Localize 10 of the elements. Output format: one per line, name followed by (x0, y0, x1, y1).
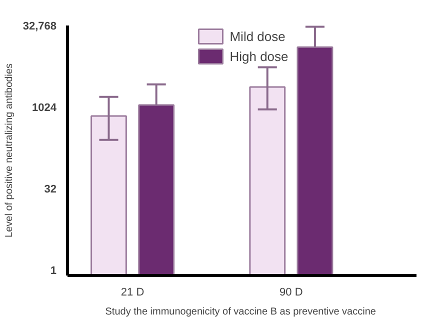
y-tick-label: 32 (44, 184, 57, 196)
legend-label: High dose (230, 48, 288, 64)
legend-label: Mild dose (230, 28, 286, 44)
y-tick-label: 1 (50, 265, 57, 278)
x-axis-title: Study the immunogenicity of vaccine B as preventive vaccine (105, 306, 376, 318)
y-tick-label: 32,768 (22, 20, 57, 32)
x-tick-label: 90 D (280, 286, 303, 298)
x-tick-label: 21 D (120, 286, 144, 298)
y-axis-title: Level of positive neutralizing antibodies (4, 64, 15, 238)
y-tick-label: 1024 (32, 102, 58, 114)
